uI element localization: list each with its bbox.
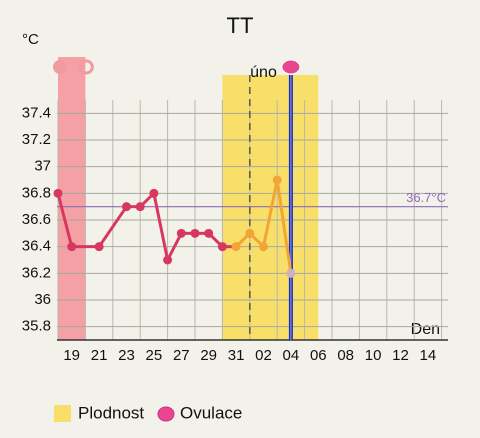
y-tick-label: 37.2 [22,131,51,148]
data-point [231,242,241,252]
data-point [149,188,159,198]
data-point [245,228,255,238]
x-unit: Den [411,321,440,338]
data-point [122,202,131,212]
line-segment [262,179,279,247]
data-point [53,188,63,198]
y-tick-label: 37.4 [22,104,51,121]
chart-title: TT [227,13,254,38]
y-tick-label: 36 [34,291,51,308]
x-tick-label: 06 [310,347,327,364]
x-tick-label: 08 [337,347,354,364]
data-point [163,255,173,265]
y-tick-label: 36.2 [22,264,51,281]
line-segment [56,192,74,248]
period-icon [78,59,94,75]
x-tick-label: 25 [146,347,163,364]
y-unit: °C [22,31,39,48]
x-tick-label: 29 [200,347,217,364]
legend-swatch [157,406,175,422]
x-tick-label: 14 [420,347,437,364]
y-tick-label: 36.8 [22,184,51,201]
y-tick-label: 35.8 [22,318,51,335]
legend-label: Ovulace [180,403,242,422]
line-segment [97,205,128,248]
x-tick-label: 02 [255,347,272,364]
legend-label: Plodnost [78,403,144,422]
ovulation-icon [281,59,301,75]
period-icon [53,60,67,74]
y-tick-label: 36.6 [22,211,51,228]
data-point [272,175,282,185]
line-segment [152,193,170,261]
x-tick-label: 27 [173,347,190,364]
line-segment [166,232,183,261]
data-point [286,268,296,278]
x-tick-label: 12 [392,347,409,364]
x-tick-label: 23 [118,347,135,364]
data-point [94,242,104,252]
data-point [176,228,186,238]
data-point [204,228,214,238]
x-tick-label: 04 [283,347,300,364]
y-tick-label: 36.4 [22,238,51,255]
x-tick-label: 10 [365,347,382,364]
line-segment [275,179,293,274]
data-point [259,242,268,252]
data-point [67,242,77,252]
legend-swatch [54,405,71,422]
x-tick-label: 19 [63,347,80,364]
y-tick-label: 37 [34,158,51,175]
data-point [135,202,145,212]
x-tick-label: 21 [91,347,108,364]
data-point [190,228,200,238]
x-tick-label: 31 [228,347,245,364]
reference-label: 36.7°C [406,190,446,205]
data-point [217,242,227,252]
month-label: úno [250,64,277,81]
legend: Plodnost Ovulace [54,403,242,422]
menstruation-band [58,57,86,340]
